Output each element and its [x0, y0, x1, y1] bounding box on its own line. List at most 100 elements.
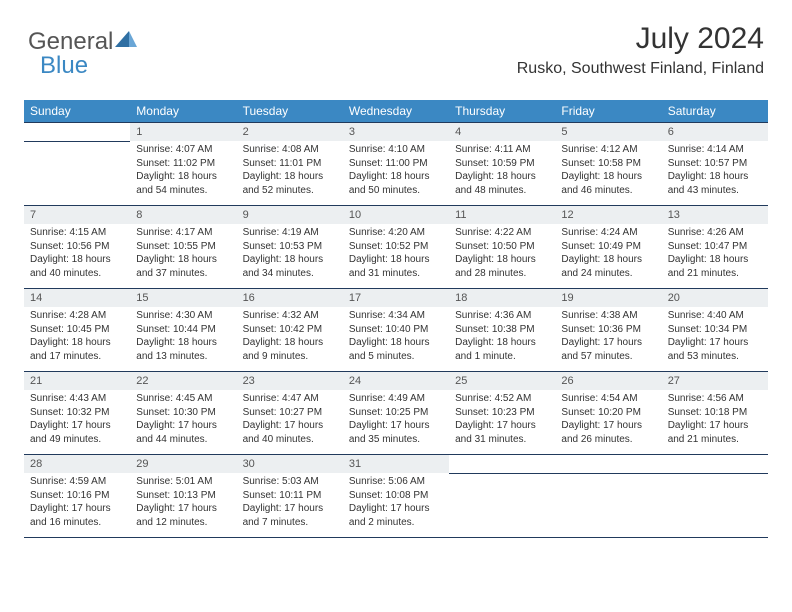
- sunset-text: Sunset: 11:00 PM: [349, 157, 443, 171]
- sunrise-text: Sunrise: 4:40 AM: [668, 309, 762, 323]
- day-number: [449, 455, 555, 474]
- day-number: 30: [237, 455, 343, 474]
- sunset-text: Sunset: 10:55 PM: [136, 240, 230, 254]
- sunrise-text: Sunrise: 4:30 AM: [136, 309, 230, 323]
- daylight-text-2: and 53 minutes.: [668, 350, 762, 364]
- daylight-text-1: Daylight: 17 hours: [30, 502, 124, 516]
- day-cell: Sunrise: 4:17 AMSunset: 10:55 PMDaylight…: [130, 224, 236, 289]
- day-cell: [555, 473, 661, 538]
- daylight-text-2: and 35 minutes.: [349, 433, 443, 447]
- daylight-text-2: and 9 minutes.: [243, 350, 337, 364]
- sunset-text: Sunset: 10:25 PM: [349, 406, 443, 420]
- sunrise-text: Sunrise: 4:07 AM: [136, 143, 230, 157]
- sunrise-text: Sunrise: 4:20 AM: [349, 226, 443, 240]
- sunset-text: Sunset: 10:08 PM: [349, 489, 443, 503]
- day-cell: Sunrise: 4:32 AMSunset: 10:42 PMDaylight…: [237, 307, 343, 372]
- calendar-table: SundayMondayTuesdayWednesdayThursdayFrid…: [24, 100, 768, 538]
- day-number: 8: [130, 206, 236, 225]
- daylight-text-2: and 17 minutes.: [30, 350, 124, 364]
- day-number: 23: [237, 372, 343, 391]
- day-number: 3: [343, 123, 449, 142]
- sunset-text: Sunset: 10:42 PM: [243, 323, 337, 337]
- daylight-text-1: Daylight: 17 hours: [561, 419, 655, 433]
- day-number: 28: [24, 455, 130, 474]
- sunset-text: Sunset: 10:34 PM: [668, 323, 762, 337]
- sunrise-text: Sunrise: 4:59 AM: [30, 475, 124, 489]
- day-number: 24: [343, 372, 449, 391]
- day-cell: Sunrise: 5:06 AMSunset: 10:08 PMDaylight…: [343, 473, 449, 538]
- sunrise-text: Sunrise: 4:54 AM: [561, 392, 655, 406]
- sunset-text: Sunset: 10:44 PM: [136, 323, 230, 337]
- day-header: Saturday: [662, 100, 768, 123]
- sunset-text: Sunset: 10:23 PM: [455, 406, 549, 420]
- day-cell: Sunrise: 4:14 AMSunset: 10:57 PMDaylight…: [662, 141, 768, 206]
- day-number: 1: [130, 123, 236, 142]
- sunrise-text: Sunrise: 4:26 AM: [668, 226, 762, 240]
- day-number: [555, 455, 661, 474]
- day-number: 27: [662, 372, 768, 391]
- day-cell: Sunrise: 4:12 AMSunset: 10:58 PMDaylight…: [555, 141, 661, 206]
- daylight-text-2: and 13 minutes.: [136, 350, 230, 364]
- sunset-text: Sunset: 10:49 PM: [561, 240, 655, 254]
- day-number: 18: [449, 289, 555, 308]
- sunrise-text: Sunrise: 4:52 AM: [455, 392, 549, 406]
- sunrise-text: Sunrise: 4:28 AM: [30, 309, 124, 323]
- day-number: 15: [130, 289, 236, 308]
- day-cell: Sunrise: 4:22 AMSunset: 10:50 PMDaylight…: [449, 224, 555, 289]
- day-number: 11: [449, 206, 555, 225]
- day-number: 20: [662, 289, 768, 308]
- daylight-text-1: Daylight: 17 hours: [349, 502, 443, 516]
- day-number: 29: [130, 455, 236, 474]
- day-cell: Sunrise: 4:20 AMSunset: 10:52 PMDaylight…: [343, 224, 449, 289]
- daylight-text-1: Daylight: 17 hours: [668, 336, 762, 350]
- day-cell: Sunrise: 4:40 AMSunset: 10:34 PMDaylight…: [662, 307, 768, 372]
- daylight-text-2: and 49 minutes.: [30, 433, 124, 447]
- day-cell: Sunrise: 5:01 AMSunset: 10:13 PMDaylight…: [130, 473, 236, 538]
- sunset-text: Sunset: 10:18 PM: [668, 406, 762, 420]
- sunset-text: Sunset: 11:01 PM: [243, 157, 337, 171]
- sunset-text: Sunset: 10:32 PM: [30, 406, 124, 420]
- sunset-text: Sunset: 10:27 PM: [243, 406, 337, 420]
- sunset-text: Sunset: 10:58 PM: [561, 157, 655, 171]
- daylight-text-1: Daylight: 17 hours: [561, 336, 655, 350]
- day-number: 22: [130, 372, 236, 391]
- day-cell: Sunrise: 4:26 AMSunset: 10:47 PMDaylight…: [662, 224, 768, 289]
- day-header: Sunday: [24, 100, 130, 123]
- daylight-text-1: Daylight: 18 hours: [349, 170, 443, 184]
- daylight-text-1: Daylight: 18 hours: [561, 253, 655, 267]
- day-number: 2: [237, 123, 343, 142]
- day-header: Tuesday: [237, 100, 343, 123]
- daylight-text-2: and 57 minutes.: [561, 350, 655, 364]
- daylight-text-1: Daylight: 18 hours: [243, 253, 337, 267]
- day-cell: Sunrise: 4:30 AMSunset: 10:44 PMDaylight…: [130, 307, 236, 372]
- sunset-text: Sunset: 10:30 PM: [136, 406, 230, 420]
- daylight-text-1: Daylight: 18 hours: [668, 253, 762, 267]
- day-cell: [24, 141, 130, 206]
- day-cell: Sunrise: 4:38 AMSunset: 10:36 PMDaylight…: [555, 307, 661, 372]
- sunrise-text: Sunrise: 4:47 AM: [243, 392, 337, 406]
- daylight-text-2: and 52 minutes.: [243, 184, 337, 198]
- daylight-text-2: and 31 minutes.: [349, 267, 443, 281]
- sunrise-text: Sunrise: 4:24 AM: [561, 226, 655, 240]
- day-number: 9: [237, 206, 343, 225]
- day-number: 12: [555, 206, 661, 225]
- day-header: Friday: [555, 100, 661, 123]
- day-number: 10: [343, 206, 449, 225]
- sunrise-text: Sunrise: 4:56 AM: [668, 392, 762, 406]
- day-number: 16: [237, 289, 343, 308]
- day-cell: Sunrise: 4:54 AMSunset: 10:20 PMDaylight…: [555, 390, 661, 455]
- sunset-text: Sunset: 10:53 PM: [243, 240, 337, 254]
- sunrise-text: Sunrise: 4:11 AM: [455, 143, 549, 157]
- daylight-text-2: and 16 minutes.: [30, 516, 124, 530]
- daylight-text-2: and 7 minutes.: [243, 516, 337, 530]
- day-cell: Sunrise: 4:11 AMSunset: 10:59 PMDaylight…: [449, 141, 555, 206]
- day-cell: Sunrise: 4:34 AMSunset: 10:40 PMDaylight…: [343, 307, 449, 372]
- sunrise-text: Sunrise: 4:43 AM: [30, 392, 124, 406]
- sunrise-text: Sunrise: 4:34 AM: [349, 309, 443, 323]
- daylight-text-1: Daylight: 17 hours: [243, 419, 337, 433]
- daylight-text-2: and 21 minutes.: [668, 267, 762, 281]
- day-header: Wednesday: [343, 100, 449, 123]
- daylight-text-2: and 21 minutes.: [668, 433, 762, 447]
- sunset-text: Sunset: 10:11 PM: [243, 489, 337, 503]
- sunset-text: Sunset: 10:50 PM: [455, 240, 549, 254]
